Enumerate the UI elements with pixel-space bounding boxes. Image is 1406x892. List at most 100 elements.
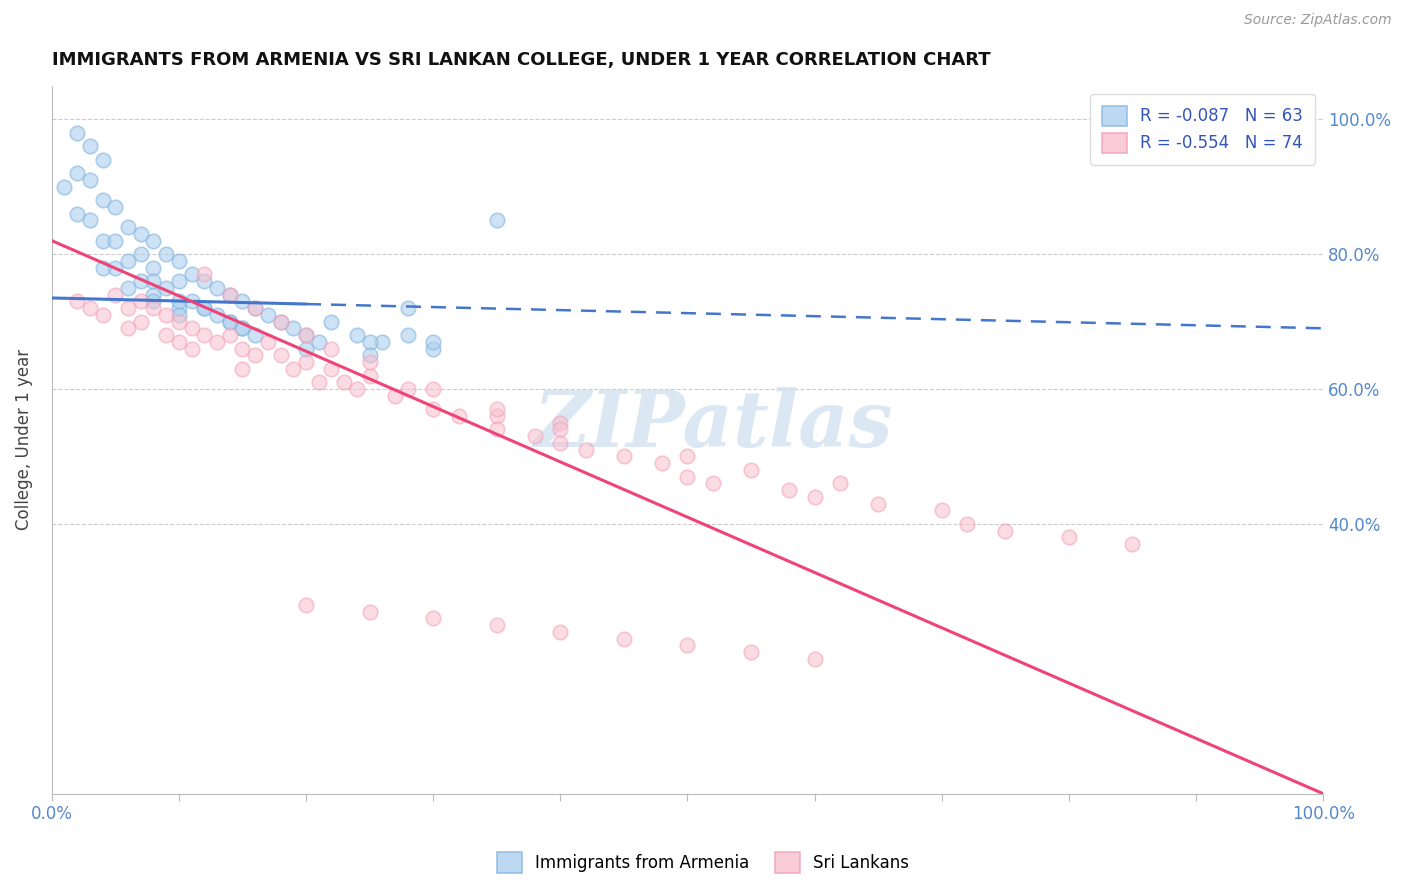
Point — [155, 308, 177, 322]
Point — [359, 605, 381, 619]
Point — [66, 207, 89, 221]
Point — [371, 334, 394, 349]
Point — [295, 342, 318, 356]
Point — [485, 618, 508, 632]
Point — [295, 598, 318, 612]
Point — [129, 227, 152, 241]
Point — [205, 308, 228, 322]
Point — [193, 328, 215, 343]
Point — [79, 301, 101, 315]
Point — [384, 389, 406, 403]
Point — [53, 179, 76, 194]
Point — [308, 334, 330, 349]
Point — [1057, 530, 1080, 544]
Point — [359, 334, 381, 349]
Point — [270, 348, 292, 362]
Point — [167, 308, 190, 322]
Point — [205, 334, 228, 349]
Point — [104, 287, 127, 301]
Point — [740, 645, 762, 659]
Point — [243, 301, 266, 315]
Point — [485, 409, 508, 423]
Point — [155, 247, 177, 261]
Point — [117, 253, 139, 268]
Point — [778, 483, 800, 498]
Point — [205, 281, 228, 295]
Point — [91, 193, 114, 207]
Point — [396, 301, 419, 315]
Point — [231, 321, 253, 335]
Point — [485, 402, 508, 417]
Point — [321, 361, 343, 376]
Point — [868, 497, 890, 511]
Point — [740, 463, 762, 477]
Point — [485, 213, 508, 227]
Point — [613, 632, 636, 646]
Point — [155, 328, 177, 343]
Point — [994, 524, 1017, 538]
Point — [321, 342, 343, 356]
Point — [91, 234, 114, 248]
Point — [155, 281, 177, 295]
Point — [257, 334, 280, 349]
Point — [180, 342, 202, 356]
Point — [129, 294, 152, 309]
Point — [167, 294, 190, 309]
Point — [79, 213, 101, 227]
Point — [231, 294, 253, 309]
Point — [550, 624, 572, 639]
Point — [422, 402, 444, 417]
Point — [231, 342, 253, 356]
Point — [142, 287, 165, 301]
Point — [91, 260, 114, 275]
Point — [550, 422, 572, 436]
Point — [243, 348, 266, 362]
Point — [117, 301, 139, 315]
Point — [129, 315, 152, 329]
Point — [218, 328, 240, 343]
Point — [104, 200, 127, 214]
Point — [91, 153, 114, 167]
Point — [676, 450, 699, 464]
Point — [359, 355, 381, 369]
Point — [142, 260, 165, 275]
Point — [79, 173, 101, 187]
Point — [193, 268, 215, 282]
Point — [231, 321, 253, 335]
Point — [295, 355, 318, 369]
Point — [575, 442, 598, 457]
Point — [422, 342, 444, 356]
Point — [180, 268, 202, 282]
Point — [142, 294, 165, 309]
Point — [359, 368, 381, 383]
Point — [295, 328, 318, 343]
Point — [676, 469, 699, 483]
Point — [447, 409, 470, 423]
Point — [931, 503, 953, 517]
Point — [193, 301, 215, 315]
Point — [346, 382, 368, 396]
Point — [91, 308, 114, 322]
Point — [167, 274, 190, 288]
Point — [218, 287, 240, 301]
Point — [651, 456, 673, 470]
Point — [117, 321, 139, 335]
Point — [422, 334, 444, 349]
Point — [117, 281, 139, 295]
Point — [243, 301, 266, 315]
Point — [956, 516, 979, 531]
Point — [180, 321, 202, 335]
Text: Source: ZipAtlas.com: Source: ZipAtlas.com — [1244, 13, 1392, 28]
Point — [142, 234, 165, 248]
Point — [702, 476, 724, 491]
Point — [167, 315, 190, 329]
Text: IMMIGRANTS FROM ARMENIA VS SRI LANKAN COLLEGE, UNDER 1 YEAR CORRELATION CHART: IMMIGRANTS FROM ARMENIA VS SRI LANKAN CO… — [52, 51, 990, 69]
Point — [803, 652, 825, 666]
Y-axis label: College, Under 1 year: College, Under 1 year — [15, 349, 32, 530]
Point — [257, 308, 280, 322]
Point — [283, 361, 305, 376]
Point — [104, 234, 127, 248]
Point — [270, 315, 292, 329]
Point — [333, 376, 356, 390]
Point — [129, 274, 152, 288]
